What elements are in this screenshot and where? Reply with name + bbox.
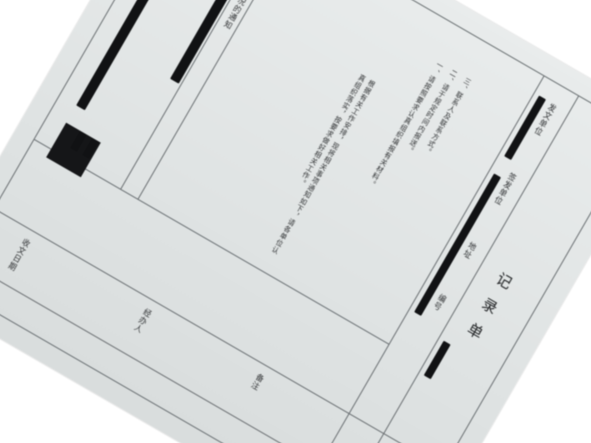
document-page: 记录单 发文单位 签发单位 地址 编号 关于报送有关情况的通知 文件 根据有关工… (0, 0, 591, 443)
photo-stage: 记录单 发文单位 签发单位 地址 编号 关于报送有关情况的通知 文件 根据有关工… (0, 0, 591, 443)
